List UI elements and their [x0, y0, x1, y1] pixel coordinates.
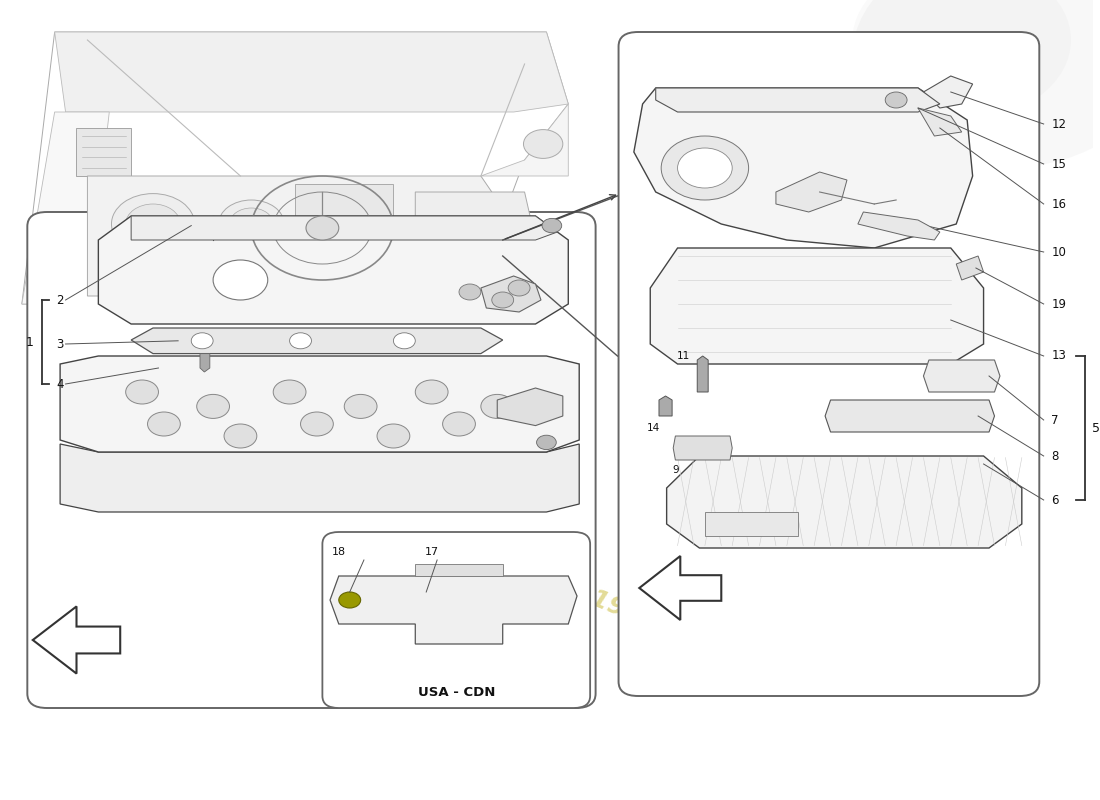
- Polygon shape: [60, 356, 580, 452]
- Polygon shape: [697, 356, 708, 392]
- Circle shape: [191, 333, 213, 349]
- Text: 12: 12: [1052, 118, 1066, 130]
- Polygon shape: [776, 172, 847, 212]
- Polygon shape: [22, 112, 109, 304]
- Polygon shape: [656, 88, 939, 112]
- Circle shape: [306, 216, 339, 240]
- Text: a passion for parts since 1985: a passion for parts since 1985: [257, 453, 661, 635]
- Text: 3: 3: [56, 338, 64, 350]
- Polygon shape: [295, 184, 394, 280]
- Circle shape: [273, 380, 306, 404]
- Circle shape: [147, 412, 180, 436]
- Circle shape: [508, 280, 530, 296]
- Polygon shape: [634, 88, 972, 248]
- Circle shape: [416, 380, 448, 404]
- Circle shape: [442, 412, 475, 436]
- Circle shape: [852, 0, 1100, 168]
- Polygon shape: [705, 512, 798, 536]
- Circle shape: [344, 394, 377, 418]
- Polygon shape: [22, 32, 569, 304]
- Circle shape: [377, 424, 410, 448]
- Polygon shape: [87, 176, 525, 296]
- Circle shape: [219, 200, 284, 248]
- Polygon shape: [825, 400, 994, 432]
- Polygon shape: [416, 564, 503, 576]
- Text: 17: 17: [425, 547, 439, 557]
- Polygon shape: [650, 248, 983, 364]
- Text: 4: 4: [56, 378, 64, 390]
- Text: 8: 8: [1052, 450, 1058, 462]
- Polygon shape: [667, 456, 1022, 548]
- Text: 18: 18: [332, 547, 345, 557]
- Circle shape: [852, 0, 1071, 120]
- Text: 9: 9: [672, 466, 679, 475]
- Polygon shape: [416, 192, 536, 280]
- Circle shape: [394, 333, 416, 349]
- Text: 14: 14: [647, 423, 660, 433]
- Polygon shape: [60, 444, 580, 512]
- Circle shape: [459, 284, 481, 300]
- Polygon shape: [131, 216, 558, 240]
- Text: 7: 7: [1052, 414, 1059, 426]
- Circle shape: [125, 204, 180, 244]
- FancyBboxPatch shape: [28, 212, 595, 708]
- Circle shape: [524, 130, 563, 158]
- Text: 19: 19: [1052, 298, 1066, 310]
- Polygon shape: [33, 606, 120, 674]
- Circle shape: [537, 435, 557, 450]
- FancyBboxPatch shape: [618, 32, 1040, 696]
- Polygon shape: [131, 328, 503, 354]
- Polygon shape: [497, 388, 563, 426]
- Circle shape: [300, 412, 333, 436]
- Polygon shape: [673, 436, 733, 460]
- Polygon shape: [639, 556, 722, 620]
- Polygon shape: [77, 128, 131, 176]
- Text: USA - CDN: USA - CDN: [418, 686, 495, 698]
- Circle shape: [125, 380, 158, 404]
- FancyBboxPatch shape: [322, 532, 590, 708]
- Text: 5: 5: [1092, 422, 1100, 434]
- Text: 11: 11: [676, 351, 690, 361]
- Circle shape: [197, 394, 230, 418]
- Text: 10: 10: [1052, 246, 1066, 258]
- Polygon shape: [98, 216, 569, 324]
- Circle shape: [886, 92, 907, 108]
- Polygon shape: [481, 276, 541, 312]
- Circle shape: [213, 260, 267, 300]
- Text: 1: 1: [26, 335, 34, 349]
- Circle shape: [230, 208, 273, 240]
- Circle shape: [542, 218, 562, 233]
- Text: 13: 13: [1052, 350, 1066, 362]
- Circle shape: [661, 136, 749, 200]
- Polygon shape: [956, 256, 983, 280]
- Polygon shape: [55, 32, 569, 112]
- Circle shape: [289, 333, 311, 349]
- Polygon shape: [924, 360, 1000, 392]
- Text: 6: 6: [1052, 494, 1059, 506]
- Circle shape: [224, 424, 256, 448]
- Polygon shape: [200, 354, 210, 372]
- Circle shape: [481, 394, 514, 418]
- Circle shape: [111, 194, 195, 254]
- Circle shape: [678, 148, 733, 188]
- Circle shape: [492, 292, 514, 308]
- Polygon shape: [330, 576, 578, 644]
- Text: 15: 15: [1052, 158, 1066, 170]
- Polygon shape: [918, 108, 961, 136]
- Text: 2: 2: [56, 294, 64, 306]
- Text: 16: 16: [1052, 198, 1066, 210]
- Polygon shape: [858, 212, 939, 240]
- Polygon shape: [481, 104, 569, 176]
- Polygon shape: [308, 280, 337, 320]
- Polygon shape: [924, 76, 972, 108]
- Circle shape: [339, 592, 361, 608]
- Polygon shape: [659, 396, 672, 416]
